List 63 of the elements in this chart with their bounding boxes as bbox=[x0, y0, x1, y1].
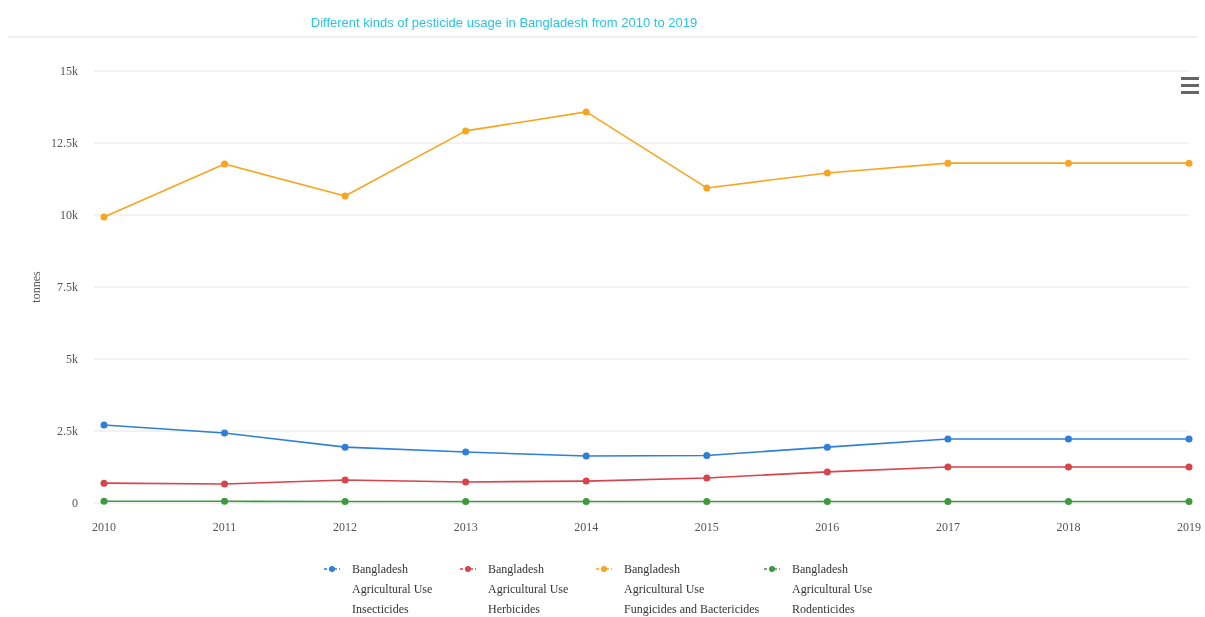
point bbox=[944, 435, 952, 443]
point bbox=[1185, 435, 1193, 443]
point bbox=[341, 498, 349, 506]
y-tick-label: 7.5k bbox=[57, 280, 78, 294]
x-tick-label: 2019 bbox=[1177, 520, 1201, 534]
point bbox=[462, 127, 470, 135]
y-tick-label: 0 bbox=[72, 496, 78, 510]
x-tick-label: 2016 bbox=[815, 520, 840, 534]
point bbox=[341, 192, 349, 200]
y-tick-label: 15k bbox=[60, 64, 78, 78]
y-tick-label: 2.5k bbox=[57, 424, 78, 438]
point bbox=[1064, 159, 1072, 167]
point bbox=[1064, 435, 1072, 443]
point bbox=[221, 497, 229, 505]
y-axis-title: tonnes bbox=[29, 271, 43, 303]
point bbox=[582, 477, 590, 485]
point bbox=[221, 429, 229, 437]
point bbox=[100, 479, 108, 487]
x-tick-label: 2011 bbox=[212, 520, 237, 534]
y-tick-label: 10k bbox=[60, 208, 78, 222]
x-tick-label: 2014 bbox=[574, 520, 599, 534]
point bbox=[823, 169, 831, 177]
legend-label: Bangladesh Agricultural Use Insecticides bbox=[352, 562, 433, 616]
point bbox=[341, 476, 349, 484]
point bbox=[462, 478, 470, 486]
x-tick-label: 2015 bbox=[694, 520, 719, 534]
y-tick-label: 12.5k bbox=[51, 136, 78, 150]
point bbox=[582, 498, 590, 506]
point bbox=[100, 421, 108, 429]
x-tick-label: 2012 bbox=[333, 520, 358, 534]
point bbox=[1185, 159, 1193, 167]
point bbox=[100, 497, 108, 505]
point bbox=[462, 448, 470, 456]
legend-label: Bangladesh Agricultural Use Rodenticides bbox=[792, 562, 873, 616]
point bbox=[703, 184, 711, 192]
point bbox=[703, 498, 711, 506]
point bbox=[944, 159, 952, 167]
point bbox=[100, 213, 108, 221]
point bbox=[462, 498, 470, 506]
y-tick-label: 5k bbox=[66, 352, 78, 366]
point bbox=[221, 480, 229, 488]
chart-title: Different kinds of pesticide usage in Bangladesh from 2010 to 2019 bbox=[310, 15, 698, 30]
x-tick-label: 2018 bbox=[1056, 520, 1081, 534]
point bbox=[944, 498, 952, 506]
point bbox=[703, 451, 711, 459]
point bbox=[1064, 463, 1072, 471]
point bbox=[823, 443, 831, 451]
point bbox=[944, 463, 952, 471]
x-tick-label: 2013 bbox=[453, 520, 478, 534]
point bbox=[1064, 498, 1072, 506]
legend-label: Bangladesh Agricultural Use Fungicides and Bactericides bbox=[624, 562, 760, 616]
point bbox=[582, 108, 590, 116]
x-tick-label: 2017 bbox=[935, 520, 960, 534]
point bbox=[823, 468, 831, 476]
point bbox=[221, 160, 229, 168]
point bbox=[703, 474, 711, 482]
point bbox=[582, 452, 590, 460]
point bbox=[1185, 463, 1193, 471]
point bbox=[1185, 498, 1193, 506]
x-tick-label: 2010 bbox=[92, 520, 116, 534]
legend-label: Bangladesh Agricultural Use Herbicides bbox=[488, 562, 569, 616]
point bbox=[341, 443, 349, 451]
point bbox=[823, 498, 831, 506]
